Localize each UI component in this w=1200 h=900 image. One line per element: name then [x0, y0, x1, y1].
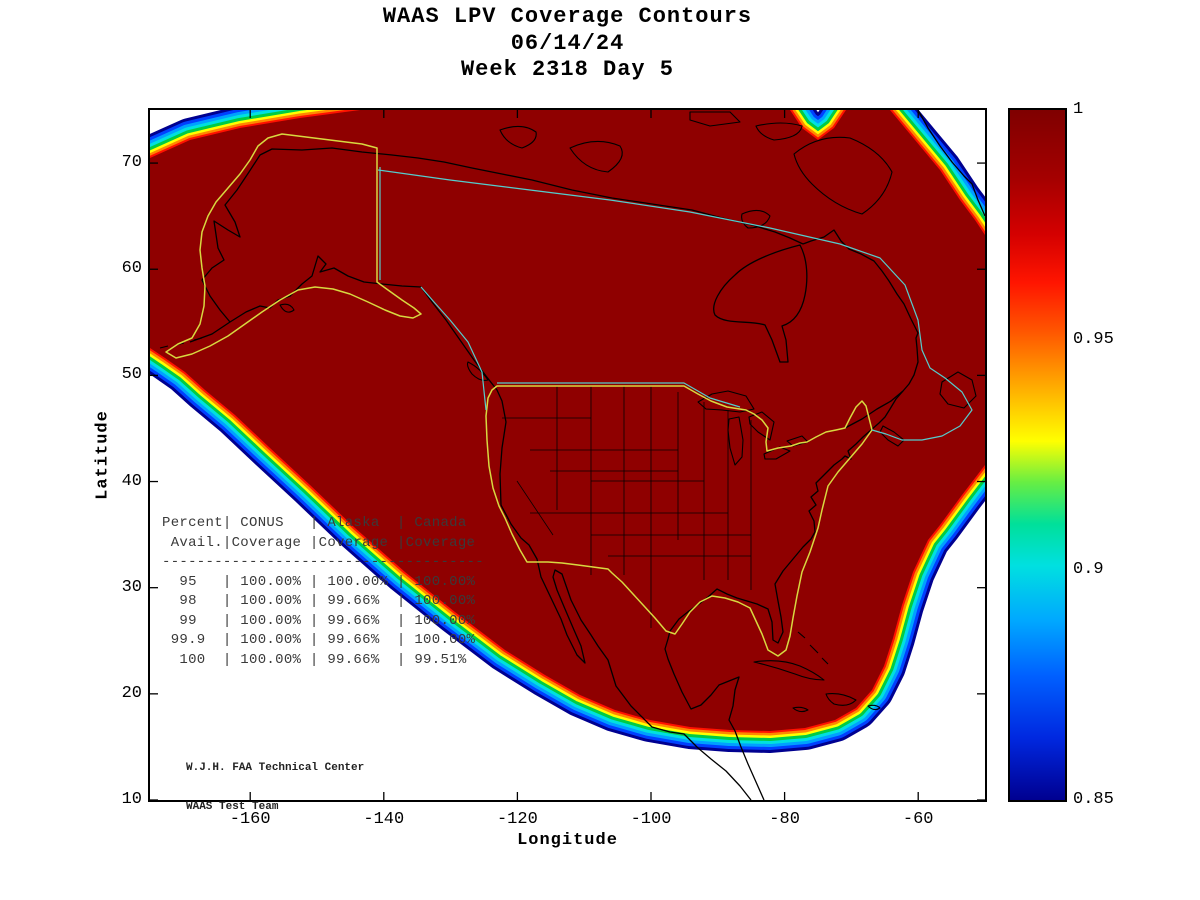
table-row: 99.9 | 100.00% | 99.66% | 100.00%: [162, 632, 484, 648]
x-tick-label: -80: [769, 810, 800, 829]
fir-border-line: [497, 382, 741, 408]
lake-huron: [748, 411, 775, 441]
axis-tick-marks: [150, 110, 985, 800]
hudson-bay: [713, 244, 808, 363]
baffin-island: [793, 136, 893, 215]
table-row: 95 | 100.00% | 100.00% | 100.00%: [162, 573, 484, 590]
islands: [159, 111, 977, 713]
y-tick-label: 60: [121, 259, 142, 279]
jamaica: [792, 706, 809, 713]
colorbar-tick-label: 0.95: [1073, 330, 1114, 349]
x-tick-label: -60: [902, 810, 934, 829]
arctic-coastline: [201, 147, 804, 323]
greenland-coastline: [917, 110, 985, 217]
table-header-row: Percent| CONUS | Alaska | Canada: [162, 515, 467, 531]
colorbar-tick-label: 0.85: [1073, 790, 1114, 809]
newfoundland: [939, 371, 977, 409]
colorbar-tick-label: 0.9: [1073, 560, 1104, 579]
conus-boundary: [485, 385, 873, 657]
table-row: 100 | 100.00% | 99.66% | 99.51%: [162, 651, 484, 668]
coastlines: [189, 110, 985, 800]
atlantic-coastline: [664, 229, 919, 800]
st-lawrence-river: [844, 390, 904, 429]
state-border-lines: [502, 386, 752, 628]
vancouver-island: [466, 361, 489, 381]
table-row: 99 | 100.00% | 99.66% | 100.00%: [162, 612, 484, 629]
y-tick-label: 10: [121, 790, 142, 809]
service-area-boundaries: [165, 133, 873, 657]
colorbar: [1008, 108, 1067, 802]
southampton-island: [741, 209, 771, 229]
coverage-region: [150, 110, 985, 731]
chart-week-day: Week 2318 Day 5: [460, 57, 675, 82]
y-tick-label: 40: [121, 471, 142, 491]
x-axis-label: Longitude: [517, 831, 618, 850]
bahamas: [797, 631, 829, 665]
y-tick-label: 30: [121, 577, 142, 597]
kodiak-island: [279, 303, 295, 313]
attribution-line-2: WAAS Test Team: [186, 801, 279, 813]
x-tick-label: -100: [630, 810, 672, 829]
x-tick-label: -120: [496, 810, 538, 829]
pacific-coastline: [189, 255, 752, 800]
y-tick-label: 20: [121, 683, 142, 703]
coverage-map: [150, 110, 985, 800]
puerto-rico: [867, 704, 881, 711]
victoria-island: [569, 140, 623, 173]
table-row: 98 | 100.00% | 99.66% | 100.00%: [162, 593, 484, 609]
ellesmere-island: [689, 111, 741, 127]
state-borders: [502, 386, 752, 628]
y-axis-label: Latitude: [93, 410, 113, 500]
table-separator: -------------------------------------: [162, 554, 484, 570]
hispaniola: [825, 693, 857, 706]
y-tick-label: 50: [121, 365, 142, 385]
attribution-line-1: W.J.H. FAA Technical Center: [186, 762, 365, 774]
y-tick-label: 70: [121, 153, 142, 173]
lake-superior: [697, 390, 755, 413]
attribution: W.J.H. FAA Technical Center WAAS Test Te…: [186, 736, 364, 840]
coverage-statistics-table: Percent| CONUS | Alaska | Canada Avail.|…: [162, 514, 484, 670]
cuba: [753, 660, 825, 681]
alaska-boundary: [165, 133, 422, 359]
chart-title: WAAS LPV Coverage Contours: [382, 4, 753, 29]
banks-island: [499, 125, 537, 149]
x-tick-label: -160: [229, 810, 271, 829]
fir-west-coast-line: [420, 286, 487, 411]
fir-boundaries: [377, 167, 973, 441]
fir-diagonal-line: [377, 169, 973, 441]
devon-island: [755, 122, 803, 141]
chart-date: 06/14/24: [510, 31, 625, 56]
table-header-row: Avail.|Coverage |Coverage |Coverage: [162, 534, 476, 551]
colorbar-tick-label: 1: [1073, 100, 1084, 119]
x-tick-label: -140: [363, 810, 405, 829]
plot-area: Percent| CONUS | Alaska | Canada Avail.|…: [148, 108, 987, 813]
